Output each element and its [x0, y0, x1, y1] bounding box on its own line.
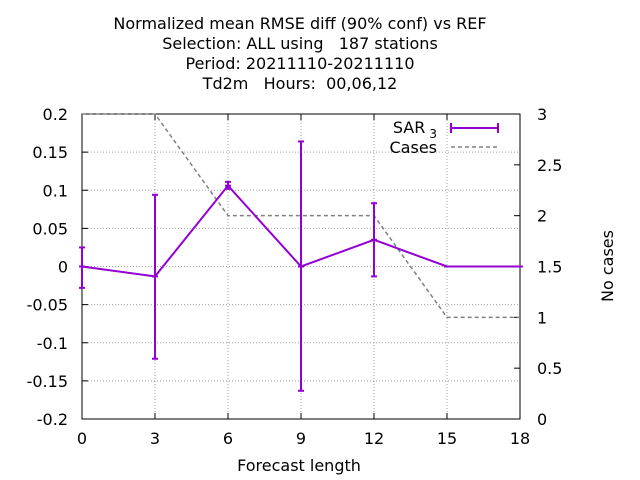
sar-series: [79, 140, 523, 392]
title-line-2: Selection: ALL using 187 stations: [162, 34, 438, 53]
y2-tick-label: 2: [537, 207, 547, 226]
y-tick-label: -0.2: [37, 410, 68, 429]
legend-cases-label: Cases: [390, 138, 438, 157]
x-tick-label: 15: [437, 429, 457, 448]
y2-axis-label: No cases: [598, 230, 617, 302]
y-tick-label: 0.15: [32, 143, 68, 162]
x-tick-label: 0: [77, 429, 87, 448]
x-tick-label: 12: [364, 429, 384, 448]
title-line-4: Td2m Hours: 00,06,12: [202, 74, 398, 93]
cases-line: [82, 113, 520, 319]
y2-tick-label: 0: [537, 410, 547, 429]
legend: SAR 3 Cases: [390, 118, 499, 157]
x-tick-label: 9: [296, 429, 306, 448]
title-line-1: Normalized mean RMSE diff (90% conf) vs …: [113, 14, 487, 33]
title-line-3: Period: 20211110-20211110: [185, 54, 415, 73]
axis-ticks: 0 3 6 9 12 15 180.20.150.10.050-0.05-0.1-0.15-…: [27, 105, 563, 448]
x-tick-label: 6: [223, 429, 233, 448]
chart-title: Normalized mean RMSE diff (90% conf) vs …: [0, 14, 600, 94]
y-tick-label: -0.1: [37, 334, 68, 353]
y-tick-label: 0: [58, 258, 68, 277]
y2-tick-label: 3: [537, 105, 547, 124]
y-tick-label: -0.05: [27, 296, 68, 315]
legend-sar-label: SAR 3: [393, 118, 437, 141]
y-tick-label: 0.1: [43, 181, 68, 200]
y-tick-label: 0.2: [43, 105, 68, 124]
y-tick-label: -0.15: [27, 372, 68, 391]
y2-tick-label: 1: [537, 308, 547, 327]
x-axis-label: Forecast length: [237, 456, 361, 475]
cases-series: [82, 113, 520, 319]
y2-tick-label: 0.5: [537, 359, 562, 378]
y-tick-label: 0.05: [32, 219, 68, 238]
x-tick-label: 3: [150, 429, 160, 448]
y2-tick-label: 1.5: [537, 258, 562, 277]
y2-tick-label: 2.5: [537, 156, 562, 175]
x-tick-label: 18: [510, 429, 530, 448]
